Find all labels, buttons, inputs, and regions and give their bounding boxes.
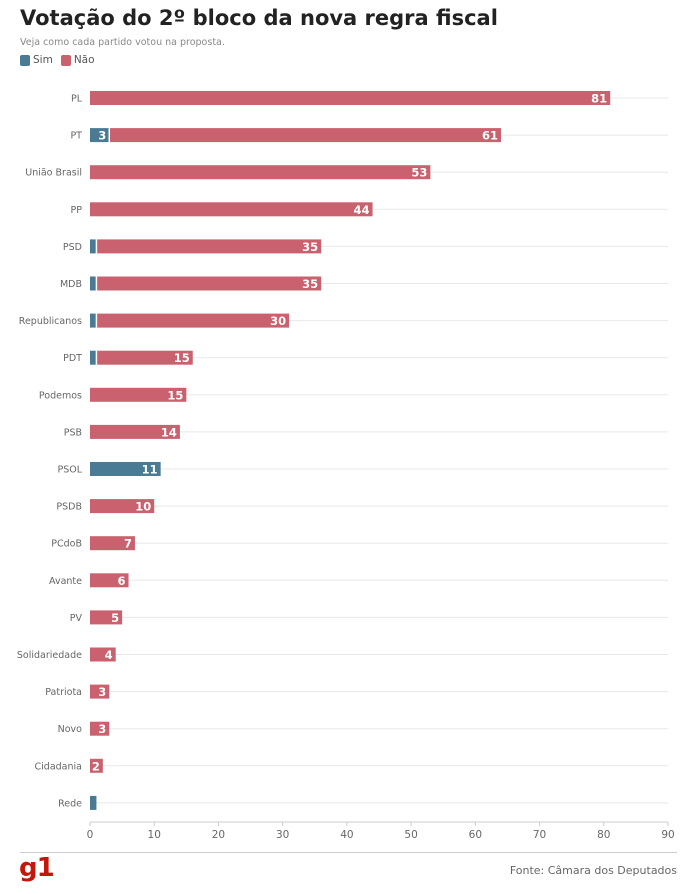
x-tick-label: 10: [148, 829, 161, 841]
x-tick-label: 40: [340, 829, 353, 841]
bar-value-label: 7: [124, 537, 132, 551]
x-tick-label: 90: [661, 829, 674, 841]
footer-divider: [20, 852, 677, 853]
category-label: Rede: [58, 798, 82, 809]
legend: Sim Não: [20, 54, 103, 66]
chart-title: Votação do 2º bloco da nova regra fiscal: [20, 6, 498, 30]
category-label: PCdoB: [51, 539, 82, 550]
bar-não-segment: [90, 610, 123, 625]
bar-não-segment: [90, 499, 155, 514]
x-tick-label: 80: [597, 829, 610, 841]
legend-item-sim: Sim: [20, 54, 53, 66]
bar-value-label: 35: [302, 277, 318, 291]
bar-value-label: 15: [174, 351, 190, 365]
bar-não-segment: [90, 684, 110, 699]
bar-não-segment: [109, 128, 502, 143]
x-tick-label: 20: [212, 829, 225, 841]
bar-sim-segment: [90, 462, 161, 476]
legend-label-sim: Sim: [33, 54, 53, 66]
bar-value-label: 2: [92, 759, 100, 773]
bar-sim-segment: [90, 128, 110, 143]
bar-não-segment: [90, 165, 431, 180]
bar-sim-segment: [90, 239, 97, 254]
bar-não-segment: [90, 721, 110, 736]
bar-value-label: 30: [270, 314, 286, 328]
category-label: PL: [71, 94, 83, 105]
bar-value-label: 3: [98, 685, 106, 699]
legend-item-nao: Não: [60, 54, 95, 66]
bar-chart: 0 10 20 30 40 50 60 70 80 90 PL 81 PT 3 61 União Brasil…: [17, 91, 675, 841]
bar-value-label: 10: [135, 500, 151, 514]
source-note: Fonte: Câmara dos Deputados: [509, 864, 677, 877]
category-label: Republicanos: [19, 316, 82, 327]
bar-não-segment: [96, 276, 322, 291]
category-label: PSD: [63, 242, 82, 253]
bar-não-segment: [90, 91, 611, 105]
bar-não-segment: [90, 758, 103, 773]
bar-value-label: 14: [161, 425, 177, 439]
category-label: Avante: [49, 576, 82, 587]
bar-value-label: 35: [302, 240, 318, 254]
category-label: Solidariedade: [17, 650, 82, 661]
bar-não-segment: [90, 202, 373, 217]
bar-value-label: 6: [118, 574, 126, 588]
bar-sim-segment: [90, 350, 97, 365]
x-tick-label: 50: [404, 829, 417, 841]
category-label: PDT: [63, 353, 82, 364]
bar-value-label: 4: [105, 648, 113, 662]
legend-label-nao: Não: [73, 54, 95, 66]
category-label: PV: [70, 613, 83, 624]
bar-value-label: 5: [111, 611, 119, 625]
bar-não-segment: [90, 536, 135, 551]
bar-não-segment: [90, 424, 180, 439]
bar-value-label: 3: [98, 129, 106, 143]
legend-swatch-sim: [20, 54, 30, 66]
bar-value-label: 53: [411, 166, 427, 180]
bar-não-segment: [96, 313, 290, 328]
bar-não-segment: [90, 573, 129, 588]
category-label: Cidadania: [35, 761, 82, 772]
bar-value-label: 15: [167, 388, 183, 402]
bar-value-label: 11: [142, 463, 158, 477]
x-tick-label: 0: [87, 829, 94, 841]
bar-value-label: 3: [98, 722, 106, 736]
category-label: PP: [71, 205, 83, 216]
chart-subtitle: Veja como cada partido votou na proposta…: [20, 37, 225, 48]
g1-logo: g1: [19, 853, 55, 883]
bar-sim-segment: [90, 795, 97, 810]
x-tick-label: 60: [469, 829, 482, 841]
bar-value-label: 44: [354, 203, 370, 217]
bar-value-label: 81: [591, 92, 607, 106]
category-label: PSB: [64, 427, 82, 438]
category-label: MDB: [60, 279, 82, 290]
bar-sim-segment: [90, 276, 97, 291]
bar-value-label: 61: [482, 129, 498, 143]
bar-não-segment: [90, 387, 187, 402]
category-label: Podemos: [39, 390, 82, 401]
bar-não-segment: [90, 647, 116, 662]
category-label: Patriota: [45, 687, 82, 698]
bar-sim-segment: [90, 313, 97, 328]
category-label: PSDB: [56, 502, 82, 513]
bar-não-segment: [96, 350, 193, 365]
category-label: União Brasil: [25, 168, 82, 179]
legend-swatch-nao: [60, 54, 71, 66]
category-label: Novo: [58, 724, 83, 735]
category-label: PT: [70, 131, 82, 142]
x-tick-label: 70: [533, 829, 546, 841]
x-tick-label: 30: [276, 829, 289, 841]
category-label: PSOL: [57, 465, 82, 476]
bar-não-segment: [96, 239, 322, 254]
